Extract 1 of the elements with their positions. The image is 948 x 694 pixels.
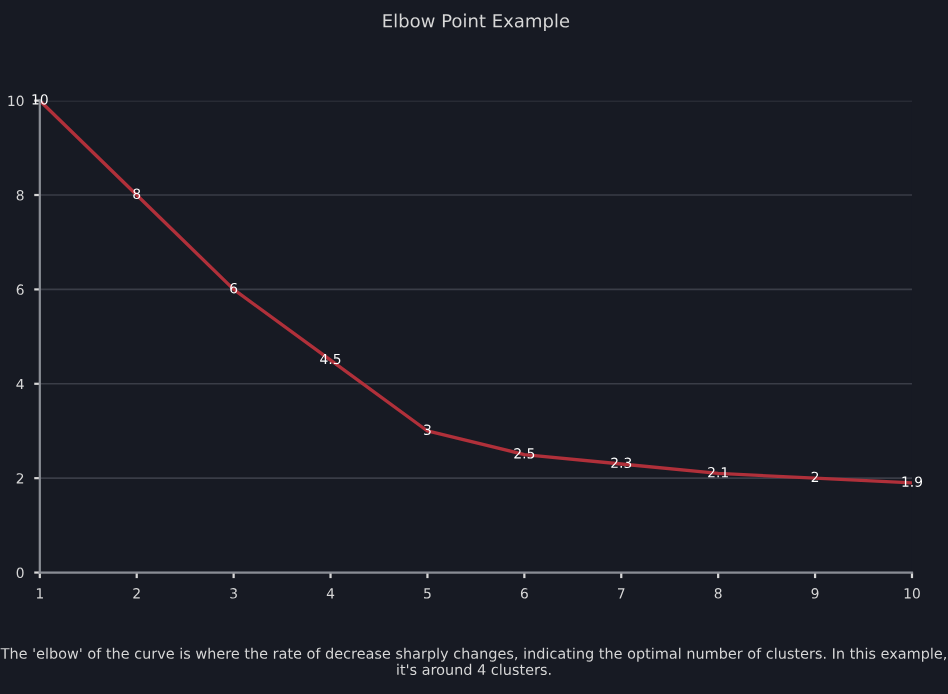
chart-title: Elbow Point Example — [383, 13, 570, 32]
